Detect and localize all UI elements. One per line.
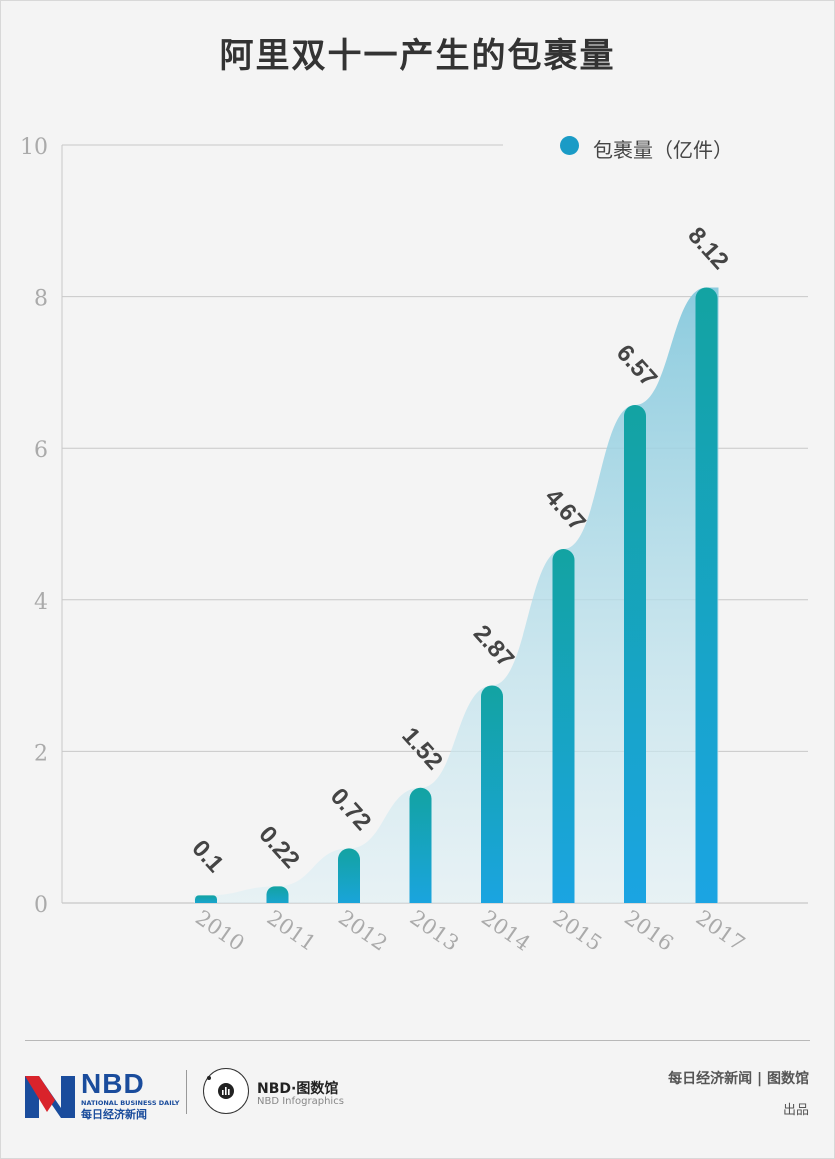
- value-label: 6.57: [611, 340, 662, 393]
- footer-divider: [25, 1040, 810, 1041]
- value-label: 8.12: [682, 222, 733, 275]
- bar-2013: [409, 787, 432, 903]
- value-label: 0.72: [325, 783, 376, 836]
- infographics-sub: NBD Infographics: [257, 1096, 344, 1107]
- nbd-brand-en: NATIONAL BUSINESS DAILY: [81, 1099, 180, 1107]
- y-tick-label: 10: [20, 135, 48, 160]
- bar-2014: [481, 685, 503, 903]
- bar-2017: [695, 287, 718, 903]
- x-tick-label: 2010: [191, 905, 249, 955]
- x-tick-label: 2011: [263, 905, 321, 955]
- chart-title: 阿里双十一产生的包裹量: [219, 36, 616, 76]
- x-tick-label: 2014: [477, 905, 535, 955]
- nbd-logo: NBD NATIONAL BUSINESS DAILY 每日经济新闻: [25, 1068, 179, 1121]
- x-tick-label: 2017: [692, 905, 750, 955]
- value-label: 4.67: [539, 484, 590, 537]
- x-tick-label: 2012: [334, 905, 392, 955]
- y-tick-label: 4: [34, 590, 48, 615]
- bar-2011: [266, 886, 289, 903]
- nbd-n-logo-icon: [25, 1076, 75, 1118]
- y-tick-label: 6: [34, 438, 48, 463]
- footer-separator: [186, 1070, 187, 1114]
- infographics-circle-icon: [203, 1068, 249, 1114]
- trend-area: [194, 287, 719, 903]
- infographics-logo: NBD·图数馆 NBD Infographics: [203, 1068, 363, 1118]
- legend-dot-icon: [560, 136, 579, 155]
- legend-label: 包裹量（亿件）: [593, 138, 733, 162]
- value-label: 0.22: [253, 821, 304, 874]
- credit-line: 每日经济新闻 | 图数馆: [668, 1071, 809, 1087]
- nbd-brand-cn: 每日经济新闻: [81, 1108, 147, 1121]
- x-tick-label: 2015: [549, 905, 607, 955]
- x-tick-label: 2016: [620, 905, 678, 955]
- infographics-brand: NBD·图数馆: [257, 1081, 339, 1097]
- y-tick-label: 8: [34, 287, 48, 312]
- bar-2012: [338, 848, 360, 903]
- bar-2010: [195, 895, 217, 903]
- y-tick-label: 0: [34, 893, 48, 918]
- credit-produced: 出品: [782, 1103, 809, 1118]
- nbd-brand: NBD: [81, 1068, 145, 1099]
- value-label: 1.52: [396, 722, 447, 775]
- y-tick-label: 2: [34, 741, 48, 766]
- bar-2015: [552, 549, 575, 903]
- value-label: 0.1: [186, 835, 228, 878]
- x-tick-label: 2013: [406, 905, 464, 955]
- bar-2016: [624, 404, 646, 903]
- value-label: 2.87: [468, 620, 519, 673]
